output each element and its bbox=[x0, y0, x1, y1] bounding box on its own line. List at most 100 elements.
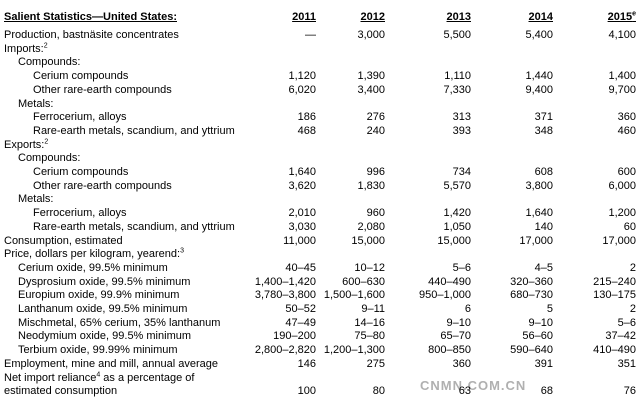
label-text: Ferrocerium, alloys bbox=[33, 207, 127, 220]
label-text: Rare-earth metals, scandium, and yttrium bbox=[33, 124, 235, 137]
row-label: Production, bastnäsite concentrates bbox=[4, 29, 179, 42]
cell-value: 996 bbox=[366, 166, 385, 178]
cell-value: 2 bbox=[629, 261, 636, 274]
row-label: estimated consumption bbox=[4, 385, 117, 398]
cell-value: 2,010 bbox=[288, 207, 316, 220]
cell-value: 10–12 bbox=[354, 261, 385, 274]
label-text: Ferrocerium, alloys bbox=[33, 111, 127, 124]
cell-value: 1,420 bbox=[443, 207, 471, 220]
row-label: Other rare-earth compounds bbox=[33, 180, 172, 193]
cell-value: 2,800–2,820 bbox=[254, 344, 316, 357]
cell-value: 146 bbox=[297, 357, 316, 370]
cell-value: 9,400 bbox=[525, 83, 553, 96]
row-label: Dysprosium oxide, 99.5% minimum bbox=[18, 276, 190, 289]
cell-value: 600–630 bbox=[342, 275, 385, 288]
cell-value: 360 bbox=[617, 111, 636, 124]
label-text: Neodymium oxide, 99.5% minimum bbox=[18, 330, 192, 343]
footnote-ref: 2 bbox=[43, 42, 48, 50]
cell-value: 65–70 bbox=[440, 330, 471, 343]
label-text: Price, dollars per kilogram, yearend: bbox=[4, 248, 181, 261]
row-label: Europium oxide, 99.9% minimum bbox=[18, 289, 179, 302]
cell-value: 1,200 bbox=[608, 207, 636, 220]
cell-value: 1,830 bbox=[357, 179, 385, 192]
cell-value: 215–240 bbox=[593, 275, 636, 288]
year-header: 2013 bbox=[411, 11, 471, 24]
label-text: Imports: bbox=[4, 42, 44, 55]
cell-value: 3,000 bbox=[357, 29, 385, 41]
row-label: Ferrocerium, alloys bbox=[33, 207, 127, 220]
cell-value: 2 bbox=[629, 303, 636, 315]
cell-value: 14–16 bbox=[354, 316, 385, 329]
cell-value: 68 bbox=[540, 385, 553, 398]
row-label: Cerium oxide, 99.5% minimum bbox=[18, 262, 168, 275]
cell-value: 50–52 bbox=[285, 303, 316, 315]
cell-value: 47–49 bbox=[285, 316, 316, 329]
label-text: Net import reliance bbox=[4, 371, 97, 384]
cell-value: 1,400–1,420 bbox=[254, 275, 316, 288]
year: 2015 bbox=[607, 11, 633, 23]
label-text: Cerium oxide, 99.5% minimum bbox=[18, 261, 168, 274]
row-label: Price, dollars per kilogram, yearend:3 bbox=[4, 248, 184, 261]
year: 2011 bbox=[292, 11, 316, 23]
cell-value: — bbox=[305, 29, 316, 41]
cell-value: 17,000 bbox=[602, 234, 636, 247]
row-label: Net import reliance4 as a percentage of bbox=[4, 371, 194, 385]
cell-value: 3,030 bbox=[288, 220, 316, 233]
label-text: Employment, mine and mill, annual averag… bbox=[4, 357, 219, 370]
cell-value: 410–490 bbox=[593, 344, 636, 357]
cell-value: 63 bbox=[458, 385, 471, 398]
cell-value: 800–850 bbox=[428, 344, 471, 357]
cell-value: 468 bbox=[297, 124, 316, 137]
year: 2013 bbox=[446, 11, 471, 23]
cell-value: 5–6 bbox=[452, 261, 471, 274]
cell-value: 80 bbox=[372, 385, 385, 398]
cell-value: 76 bbox=[623, 385, 636, 398]
cell-value: 15,000 bbox=[351, 234, 385, 247]
cell-value: 9–11 bbox=[361, 303, 385, 315]
footnote-ref: 2 bbox=[44, 137, 49, 145]
row-label: Consumption, estimated bbox=[4, 235, 123, 248]
cell-value: 140 bbox=[534, 220, 553, 233]
cell-value: 6,000 bbox=[608, 179, 636, 192]
cell-value: 15,000 bbox=[437, 234, 471, 247]
cell-value: 590–640 bbox=[510, 344, 553, 357]
cell-value: 11,000 bbox=[283, 234, 316, 247]
cell-value: 313 bbox=[452, 111, 471, 124]
row-label: Compounds: bbox=[18, 152, 80, 165]
cell-value: 3,800 bbox=[525, 179, 553, 192]
cell-value: 460 bbox=[617, 124, 636, 137]
label-text: Other rare-earth compounds bbox=[33, 179, 172, 192]
cell-value: 5,500 bbox=[443, 29, 471, 41]
cell-value: 3,400 bbox=[357, 83, 385, 96]
cell-value: 5–6 bbox=[617, 316, 636, 329]
row-label: Rare-earth metals, scandium, and yttrium bbox=[33, 125, 235, 138]
cell-value: 1,500–1,600 bbox=[323, 289, 385, 302]
label-text: Europium oxide, 99.9% minimum bbox=[18, 289, 180, 302]
label-text: Metals: bbox=[18, 97, 54, 110]
label-text: Cerium compounds bbox=[33, 70, 129, 83]
cell-value: 4–5 bbox=[534, 261, 553, 274]
cell-value: 9–10 bbox=[446, 316, 471, 329]
footnote-ref: 3 bbox=[180, 247, 184, 255]
cell-value: 680–730 bbox=[510, 289, 553, 302]
cell-value: 17,000 bbox=[519, 234, 553, 247]
cell-value: 600 bbox=[617, 166, 636, 178]
cell-value: 1,400 bbox=[608, 70, 636, 83]
cell-value: 190–200 bbox=[273, 330, 316, 343]
cell-value: 393 bbox=[452, 124, 471, 137]
label-text: estimated consumption bbox=[4, 385, 118, 398]
row-label: Other rare-earth compounds bbox=[33, 84, 172, 97]
cell-value: 3,780–3,800 bbox=[254, 289, 316, 302]
cell-value: 360 bbox=[452, 357, 471, 370]
cell-value: 37–42 bbox=[605, 330, 636, 343]
watermark: CNMN.COM.CN bbox=[420, 378, 527, 393]
row-label: Compounds: bbox=[18, 56, 80, 69]
cell-value: 1,120 bbox=[288, 70, 316, 83]
cell-value: 40–45 bbox=[285, 261, 316, 274]
cell-value: 6,020 bbox=[288, 83, 316, 96]
cell-value: 9–10 bbox=[528, 316, 553, 329]
cell-value: 1,640 bbox=[525, 207, 553, 220]
row-label: Terbium oxide, 99.99% minimum bbox=[18, 344, 178, 357]
row-label: Cerium compounds bbox=[33, 70, 128, 83]
cell-value: 130–175 bbox=[593, 289, 636, 302]
